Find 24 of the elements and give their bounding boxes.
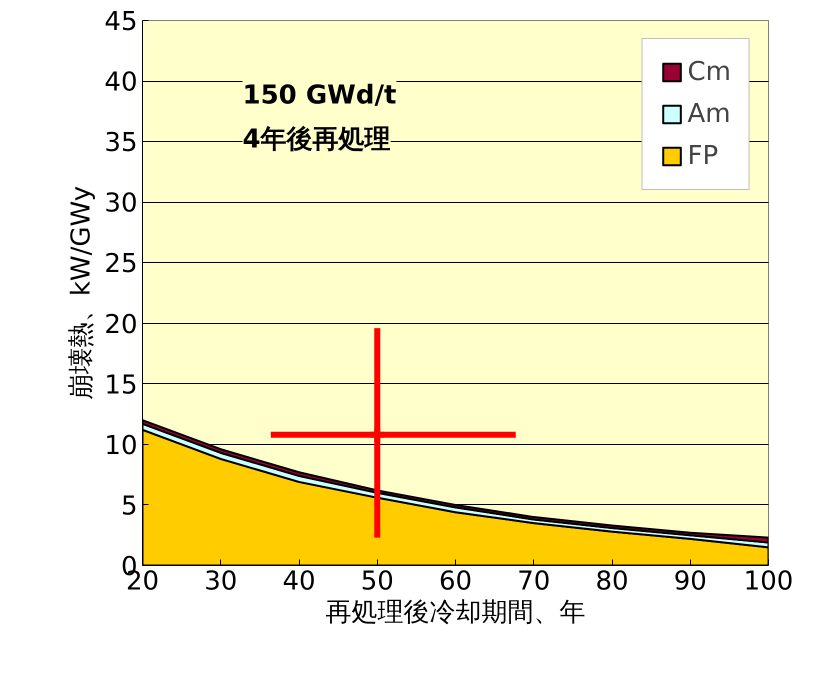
y-tick-label: 5 (120, 491, 138, 522)
x-tick-label: 40 (282, 566, 316, 596)
x-tick-label: 70 (517, 566, 550, 596)
legend-label: Cm (688, 57, 731, 87)
y-tick-label: 30 (104, 188, 138, 219)
x-tick-label: 30 (204, 566, 238, 596)
y-tick-label: 25 (104, 249, 138, 280)
x-tick-label: 80 (595, 566, 629, 596)
y-tick-label: 40 (104, 68, 138, 98)
x-tick-label: 100 (744, 566, 794, 596)
legend-label: Am (688, 99, 731, 129)
y-axis-title: 崩壊熱、kW/GWy (66, 186, 96, 400)
x-tick-label: 90 (674, 566, 707, 596)
x-tick-label: 50 (360, 566, 394, 596)
y-tick-label: 35 (104, 128, 138, 158)
annotation: 4年後再処理 (242, 124, 391, 154)
y-tick-label: 20 (104, 310, 138, 340)
annotation: 150 GWd/t (242, 80, 396, 110)
x-axis-title: 再処理後冷却期間、年 (326, 598, 586, 628)
y-tick-label: 15 (104, 370, 138, 400)
x-tick-label: 60 (438, 566, 472, 596)
legend-label: FP (688, 141, 718, 171)
y-tick-label: 10 (104, 430, 138, 461)
y-tick-label: 45 (104, 7, 138, 37)
